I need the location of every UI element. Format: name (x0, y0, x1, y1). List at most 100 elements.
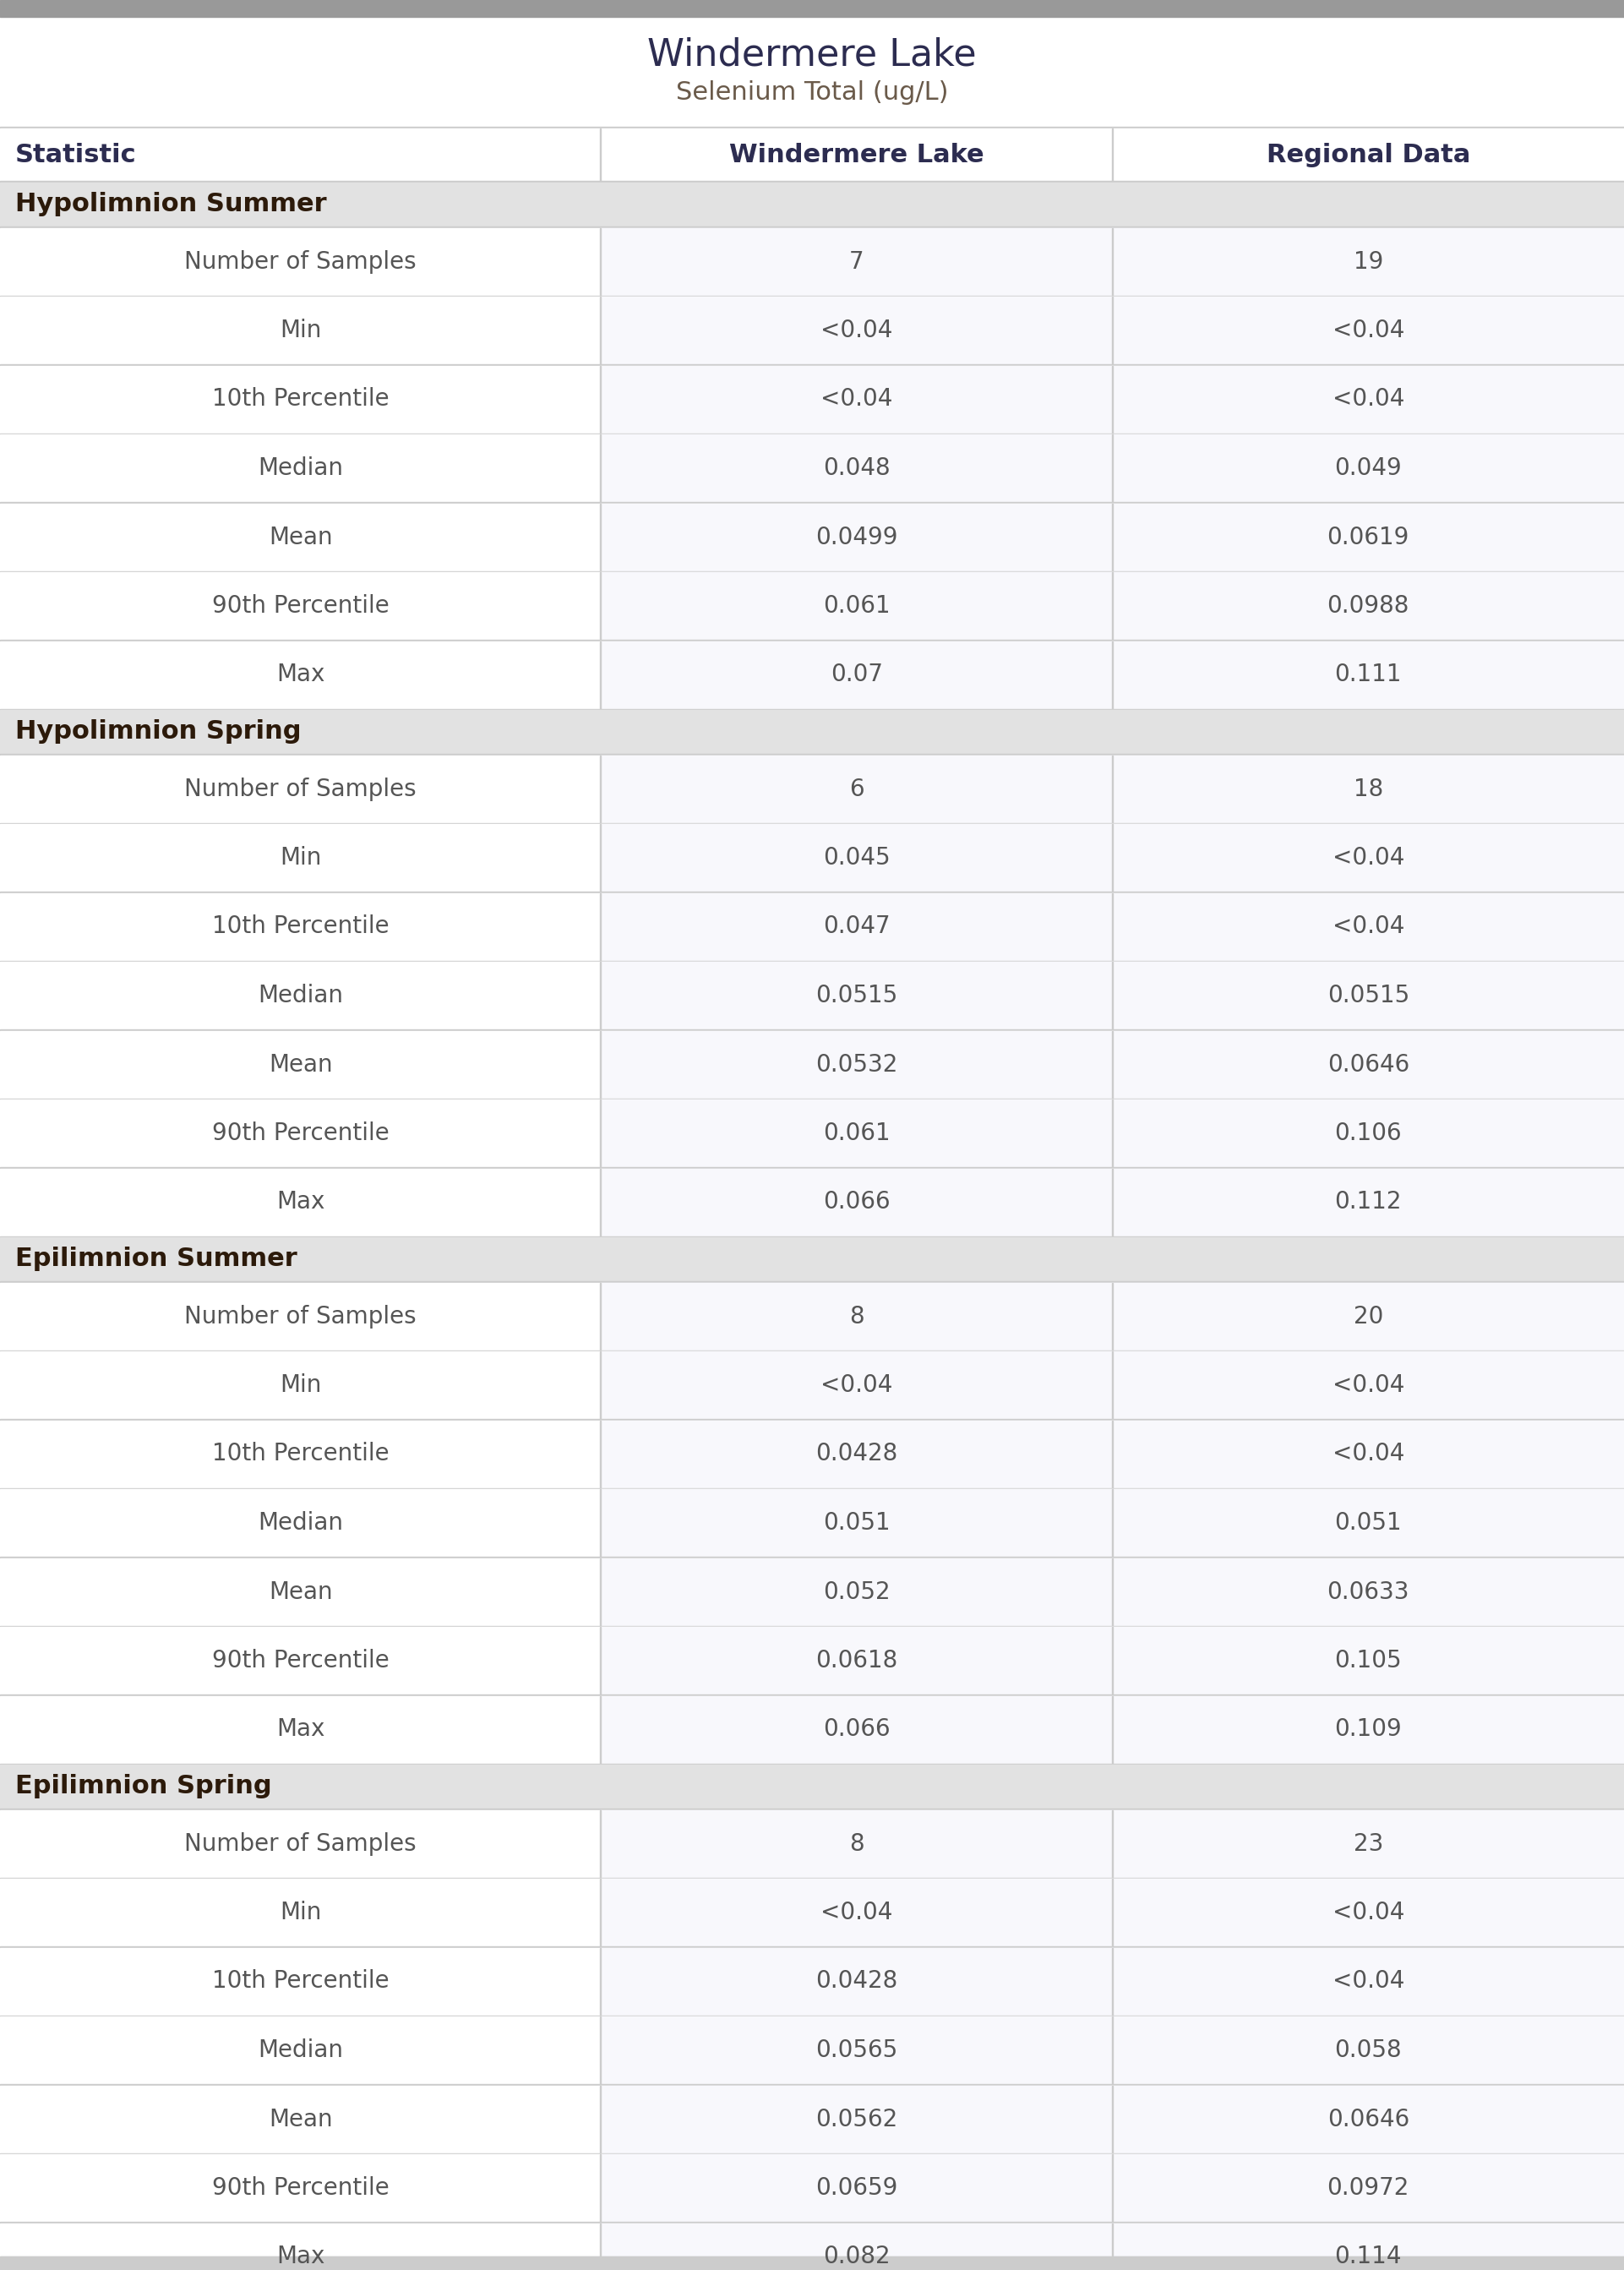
Text: 0.112: 0.112 (1335, 1189, 1402, 1214)
Bar (601, 504, 1624, 570)
Bar (0, 0, 1624, 16)
Text: 0.0515: 0.0515 (1327, 983, 1410, 1008)
Text: 10th Percentile: 10th Percentile (211, 1441, 390, 1466)
Text: Mean: Mean (268, 2107, 333, 2132)
Text: Min: Min (279, 318, 322, 343)
Bar (601, 1031, 1624, 1099)
Bar (601, 756, 1624, 822)
Text: <0.04: <0.04 (1332, 1970, 1405, 1993)
Text: 0.0515: 0.0515 (815, 983, 898, 1008)
Bar (601, 365, 1624, 434)
Bar (601, 962, 1624, 1028)
Bar (0, 2256, 1624, 2270)
Text: 0.0659: 0.0659 (815, 2177, 898, 2200)
Text: 18: 18 (1353, 776, 1384, 801)
Text: 0.058: 0.058 (1335, 2038, 1402, 2061)
Text: 6: 6 (849, 776, 864, 801)
Bar (0, 1099, 1624, 1167)
Text: 19: 19 (1353, 250, 1384, 272)
Text: <0.04: <0.04 (1332, 1441, 1405, 1466)
Text: 0.061: 0.061 (823, 595, 890, 617)
Bar (0, 2086, 1624, 2152)
Text: 7: 7 (849, 250, 864, 272)
Bar (0, 572, 1624, 640)
Text: Median: Median (258, 456, 343, 479)
Bar (0, 962, 1624, 1028)
Bar (601, 2086, 1624, 2152)
Bar (0, 297, 1624, 363)
Text: 0.048: 0.048 (823, 456, 890, 479)
Text: 0.0499: 0.0499 (815, 524, 898, 549)
Bar (601, 640, 1624, 708)
Bar (601, 1099, 1624, 1167)
Bar (0, 1283, 1624, 1351)
Text: 0.106: 0.106 (1335, 1121, 1402, 1144)
Text: 0.0619: 0.0619 (1327, 524, 1410, 549)
Bar (601, 297, 1624, 363)
Text: <0.04: <0.04 (820, 388, 893, 411)
Text: 0.114: 0.114 (1335, 2245, 1402, 2268)
Text: Min: Min (279, 847, 322, 869)
Text: 0.0972: 0.0972 (1327, 2177, 1410, 2200)
Text: 0.061: 0.061 (823, 1121, 890, 1144)
Text: <0.04: <0.04 (1332, 847, 1405, 869)
Text: 0.051: 0.051 (1335, 1512, 1402, 1535)
Bar (601, 227, 1624, 295)
Text: 20: 20 (1353, 1305, 1384, 1328)
Text: 0.0646: 0.0646 (1327, 2107, 1410, 2132)
Text: <0.04: <0.04 (1332, 915, 1405, 938)
Text: 0.045: 0.045 (823, 847, 890, 869)
Text: Max: Max (276, 1189, 325, 1214)
Bar (601, 1421, 1624, 1487)
Text: Epilimnion Spring: Epilimnion Spring (15, 1775, 271, 1798)
Bar (0, 2222, 1624, 2270)
Text: Hypolimnion Spring: Hypolimnion Spring (15, 720, 300, 745)
Text: Median: Median (258, 1512, 343, 1535)
Text: Mean: Mean (268, 1053, 333, 1076)
Text: 23: 23 (1353, 1832, 1384, 1855)
Bar (601, 824, 1624, 892)
Bar (601, 572, 1624, 640)
Text: 0.0428: 0.0428 (815, 1441, 898, 1466)
Bar (0, 824, 1624, 892)
Bar (0, 2016, 1624, 2084)
Bar (601, 1351, 1624, 1419)
Text: 0.0532: 0.0532 (815, 1053, 898, 1076)
Text: Number of Samples: Number of Samples (185, 250, 416, 272)
Bar (601, 892, 1624, 960)
Text: Min: Min (279, 1373, 322, 1396)
Text: 0.111: 0.111 (1335, 663, 1402, 686)
Text: 0.049: 0.049 (1335, 456, 1402, 479)
Bar (0, 711, 1624, 754)
Bar (0, 1809, 1624, 1877)
Text: 0.052: 0.052 (823, 1580, 890, 1603)
Text: <0.04: <0.04 (1332, 318, 1405, 343)
Bar (0, 227, 1624, 295)
Text: <0.04: <0.04 (1332, 1900, 1405, 1925)
Text: Number of Samples: Number of Samples (185, 1832, 416, 1855)
Text: 0.066: 0.066 (823, 1189, 890, 1214)
Text: 0.0428: 0.0428 (815, 1970, 898, 1993)
Bar (0, 1557, 1624, 1625)
Bar (0, 504, 1624, 570)
Bar (601, 1809, 1624, 1877)
Text: 10th Percentile: 10th Percentile (211, 388, 390, 411)
Text: 0.0618: 0.0618 (815, 1648, 898, 1673)
Text: 0.051: 0.051 (823, 1512, 890, 1535)
Bar (0, 1169, 1624, 1235)
Bar (601, 1628, 1624, 1693)
Text: <0.04: <0.04 (820, 1373, 893, 1396)
Bar (601, 1283, 1624, 1351)
Text: 90th Percentile: 90th Percentile (211, 1121, 390, 1144)
Bar (0, 2256, 1624, 2270)
Bar (601, 1557, 1624, 1625)
Bar (601, 434, 1624, 502)
Text: Max: Max (276, 2245, 325, 2268)
Bar (601, 1948, 1624, 2016)
Text: Median: Median (258, 983, 343, 1008)
Text: Statistic: Statistic (15, 143, 136, 168)
Text: <0.04: <0.04 (1332, 1373, 1405, 1396)
Text: Windermere Lake: Windermere Lake (648, 36, 976, 73)
Text: 10th Percentile: 10th Percentile (211, 1970, 390, 1993)
Text: Min: Min (279, 1900, 322, 1925)
